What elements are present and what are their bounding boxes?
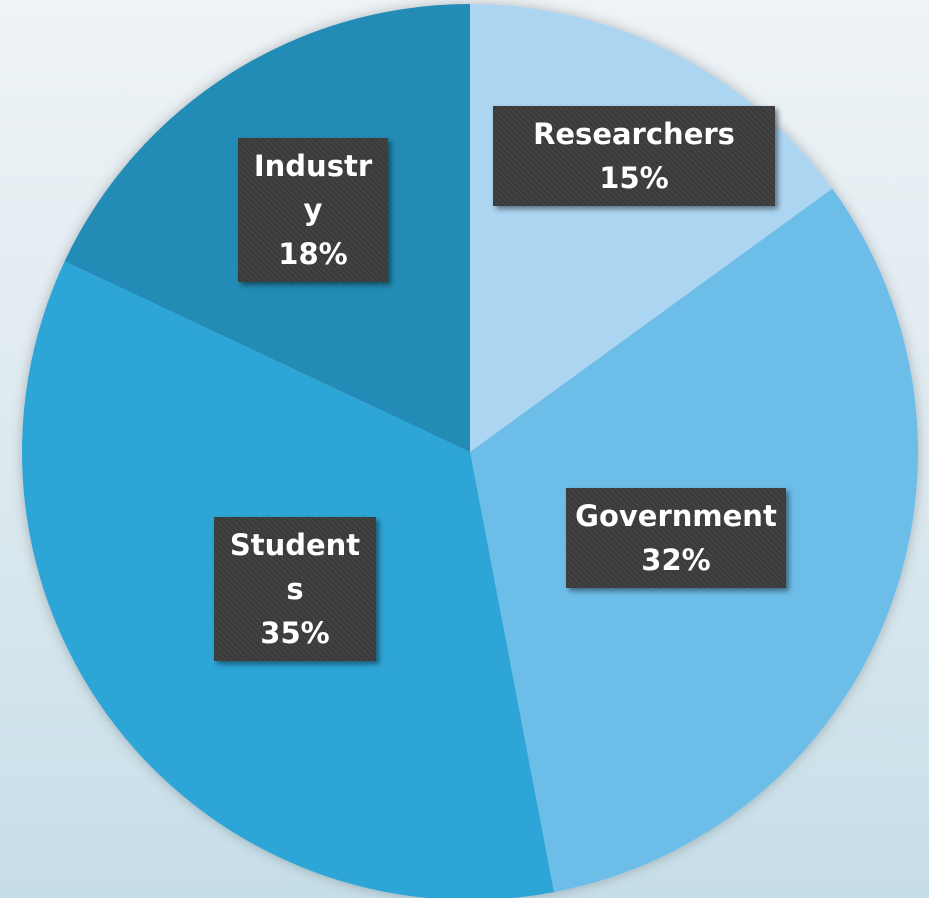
category-label: Government xyxy=(575,499,777,533)
value-label: 15% xyxy=(599,161,669,195)
data-label: Researchers 15% xyxy=(493,106,775,206)
value-label: 18% xyxy=(278,237,348,271)
category-label: Researchers xyxy=(533,117,735,151)
category-label: Students xyxy=(229,528,361,606)
value-label: 32% xyxy=(641,543,711,577)
pie xyxy=(22,3,919,898)
data-label: Government 32% xyxy=(566,488,786,588)
category-label: Industry xyxy=(253,149,373,227)
data-label: Students 35% xyxy=(214,517,376,661)
data-label: Industry 18% xyxy=(238,138,388,282)
value-label: 35% xyxy=(260,616,330,650)
